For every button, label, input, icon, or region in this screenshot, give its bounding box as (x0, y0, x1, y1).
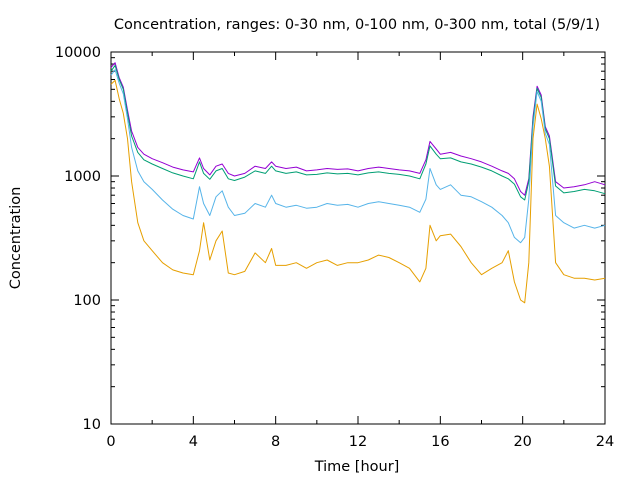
y-tick-label: 10 (83, 417, 101, 433)
x-axis-label: Time [hour] (314, 459, 400, 475)
y-axis: 10 100 1000 10000 (55, 45, 605, 433)
series-layer (110, 62, 606, 304)
series-line-2 (110, 64, 606, 201)
x-tick-label: 24 (596, 434, 614, 450)
x-tick-label: 16 (431, 434, 449, 450)
x-tick-label: 4 (189, 434, 198, 450)
series-line-3 (110, 69, 606, 244)
y-tick-label: 1000 (64, 169, 101, 185)
x-tick-label: 0 (106, 434, 115, 450)
plot-border (110, 51, 606, 425)
y-tick-label: 100 (73, 293, 101, 309)
y-axis-label: Concentration (8, 187, 24, 290)
plot-frame (110, 51, 606, 425)
x-tick-label: 12 (349, 434, 367, 450)
x-axis: 0 4 8 12 16 20 24 (106, 52, 614, 450)
chart-title: Concentration, ranges: 0-30 nm, 0-100 nm… (114, 17, 600, 33)
y-tick-label: 10000 (55, 45, 101, 61)
x-tick-label: 8 (271, 434, 280, 450)
series-line-4 (110, 79, 606, 304)
x-tick-label: 20 (513, 434, 531, 450)
